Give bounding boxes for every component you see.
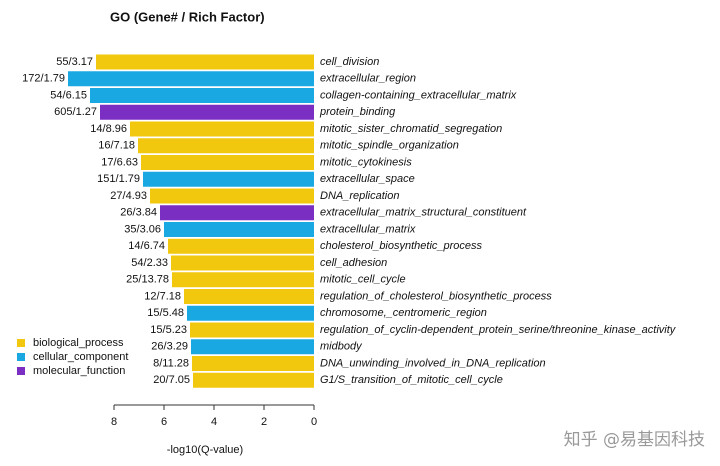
x-tick-label: 8	[111, 416, 117, 428]
bar-label: 8/11.28	[153, 357, 189, 369]
category-label: mitotic_spindle_organization	[320, 140, 459, 152]
bar-label: 15/5.48	[147, 307, 184, 319]
category-label: DNA_replication	[320, 190, 399, 202]
chart-title: GO (Gene# / Rich Factor)	[110, 9, 265, 24]
bar	[96, 54, 314, 70]
bar	[191, 339, 314, 355]
bar-label: 151/1.79	[97, 173, 140, 185]
bar-label: 27/4.93	[110, 190, 147, 202]
bar-label: 25/13.78	[126, 274, 169, 286]
category-label: midbody	[320, 341, 363, 353]
bar-label: 12/7.18	[144, 290, 181, 302]
legend-swatch	[17, 367, 25, 375]
bar	[100, 104, 314, 120]
bar-label: 35/3.06	[124, 223, 161, 235]
category-label: mitotic_cell_cycle	[320, 274, 406, 286]
bar-label: 14/6.74	[128, 240, 165, 252]
x-tick-label: 0	[311, 416, 317, 428]
bar-label: 26/3.84	[120, 207, 157, 219]
bar	[171, 255, 314, 271]
bar	[130, 121, 314, 137]
category-label: mitotic_sister_chromatid_segregation	[320, 123, 502, 135]
bar	[184, 289, 314, 304]
bar	[193, 372, 314, 388]
bar	[160, 205, 314, 221]
category-label: extracellular_matrix	[320, 223, 416, 235]
category-label: cell_division	[320, 56, 379, 68]
category-label: mitotic_cytokinesis	[320, 156, 412, 168]
legend-swatch	[17, 353, 25, 361]
bar-label: 17/6.63	[101, 156, 138, 168]
bar-label: 26/3.29	[151, 341, 188, 353]
bar-label: 20/7.05	[153, 374, 190, 386]
bar	[172, 272, 314, 288]
category-label: G1/S_transition_of_mitotic_cell_cycle	[320, 374, 503, 386]
legend-swatch	[17, 339, 25, 347]
bar-label: 54/2.33	[131, 257, 168, 269]
legend-label: molecular_function	[33, 365, 125, 377]
bar-label: 55/3.17	[56, 56, 93, 68]
bar	[68, 71, 314, 87]
category-label: chromosome,_centromeric_region	[320, 307, 487, 319]
category-label: cell_adhesion	[320, 257, 387, 269]
category-label: regulation_of_cyclin-dependent_protein_s…	[320, 324, 677, 336]
bar	[90, 88, 314, 103]
legend-label: cellular_component	[33, 351, 128, 363]
category-label: regulation_of_cholesterol_biosynthetic_p…	[320, 290, 552, 302]
category-label: DNA_unwinding_involved_in_DNA_replicatio…	[320, 357, 546, 369]
x-axis-label: -log10(Q-value)	[167, 444, 243, 456]
bar	[143, 171, 314, 187]
bar	[150, 188, 314, 204]
x-tick-label: 4	[211, 416, 217, 428]
category-label: extracellular_region	[320, 73, 416, 85]
bar	[190, 322, 314, 338]
bar-label: 172/1.79	[22, 73, 65, 85]
x-tick-label: 2	[261, 416, 267, 428]
category-label: collagen-containing_extracellular_matrix	[320, 89, 517, 101]
bar	[138, 138, 314, 154]
bar-label: 15/5.23	[150, 324, 187, 336]
bar	[187, 305, 314, 321]
bar	[141, 155, 314, 170]
bar-label: 605/1.27	[54, 106, 97, 118]
legend-label: biological_process	[33, 337, 124, 349]
x-tick-label: 6	[161, 416, 167, 428]
bar-label: 54/6.15	[50, 89, 87, 101]
category-label: extracellular_space	[320, 173, 415, 185]
bar-label: 14/8.96	[90, 123, 127, 135]
category-label: extracellular_matrix_structural_constitu…	[320, 207, 527, 219]
category-label: protein_binding	[319, 106, 396, 118]
bar	[192, 356, 314, 371]
bar	[164, 222, 314, 237]
category-label: cholesterol_biosynthetic_process	[320, 240, 483, 252]
bar-label: 16/7.18	[98, 140, 135, 152]
watermark: 知乎 @易基因科技	[564, 430, 705, 450]
bar	[168, 238, 314, 254]
